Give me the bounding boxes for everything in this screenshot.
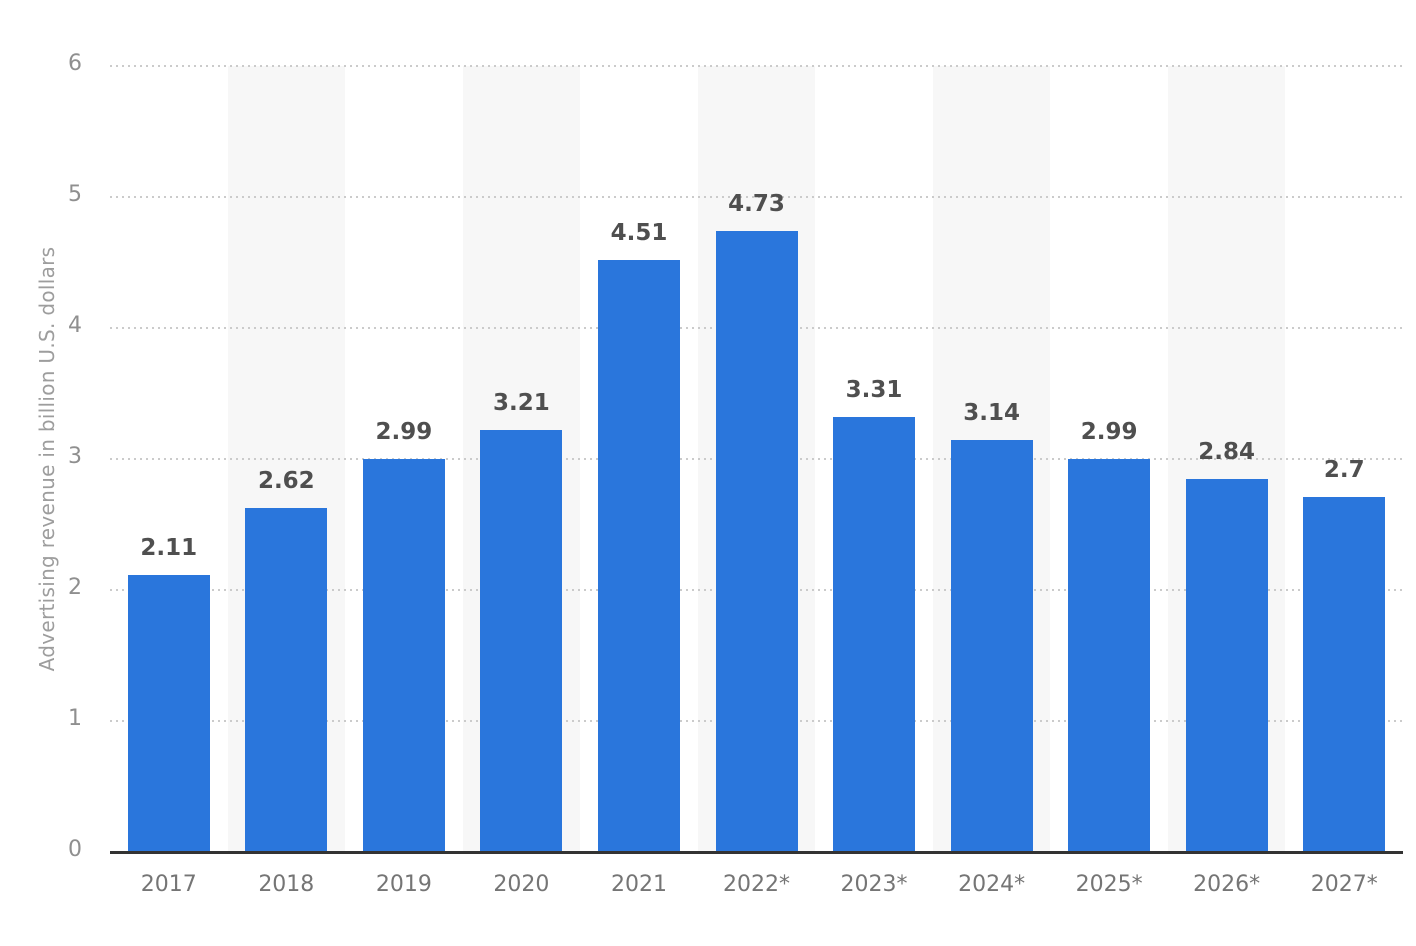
x-tick-label: 2020 [493,872,550,897]
bar-value-label: 2.99 [375,419,433,446]
x-tick-label: 2018 [258,872,315,897]
gridline [110,196,1403,198]
bar-2018[interactable] [245,507,328,851]
x-tick-label: 2026* [1193,872,1261,897]
bar-value-label: 2.84 [1198,438,1256,465]
bar-value-label: 2.62 [257,467,315,494]
bar-2023[interactable] [833,417,916,851]
bar-2021[interactable] [597,260,680,851]
y-tick-label: 5 [68,182,82,207]
x-tick-label: 2027* [1310,872,1378,897]
y-tick-label: 0 [68,837,82,862]
bar-2027[interactable] [1303,497,1386,851]
bar-value-label: 2.7 [1323,457,1365,484]
bar-value-label: 2.99 [1080,419,1138,446]
y-tick-label: 1 [68,706,82,731]
bar-2020[interactable] [480,430,563,851]
x-tick-label: 2024* [958,872,1026,897]
gridline [110,65,1403,67]
bar-value-label: 3.14 [963,399,1020,426]
y-tick-label: 2 [68,575,82,600]
bar-2017[interactable] [127,574,210,851]
x-tick-label: 2022* [723,872,790,897]
bar-2026[interactable] [1185,478,1268,851]
x-tick-label: 2019 [375,872,432,897]
bar-value-label: 2.11 [140,534,198,561]
y-tick-label: 4 [68,313,82,338]
bar-value-label: 3.31 [845,377,903,404]
bar-2025[interactable] [1068,459,1151,851]
y-tick-label: 6 [68,51,82,76]
y-tick-label: 3 [68,444,82,469]
bar-2019[interactable] [362,459,445,851]
bar-2022[interactable] [715,231,798,851]
x-tick-label: 2021 [610,872,667,897]
x-tick-label: 2023* [840,872,908,897]
x-tick-label: 2017 [140,872,197,897]
bar-value-label: 4.73 [728,191,785,218]
x-tick-label: 2025* [1075,872,1143,897]
bar-2024[interactable] [950,439,1033,851]
bar-value-label: 3.21 [493,390,550,417]
x-axis-line [110,851,1403,854]
bar-value-label: 4.51 [610,220,668,247]
